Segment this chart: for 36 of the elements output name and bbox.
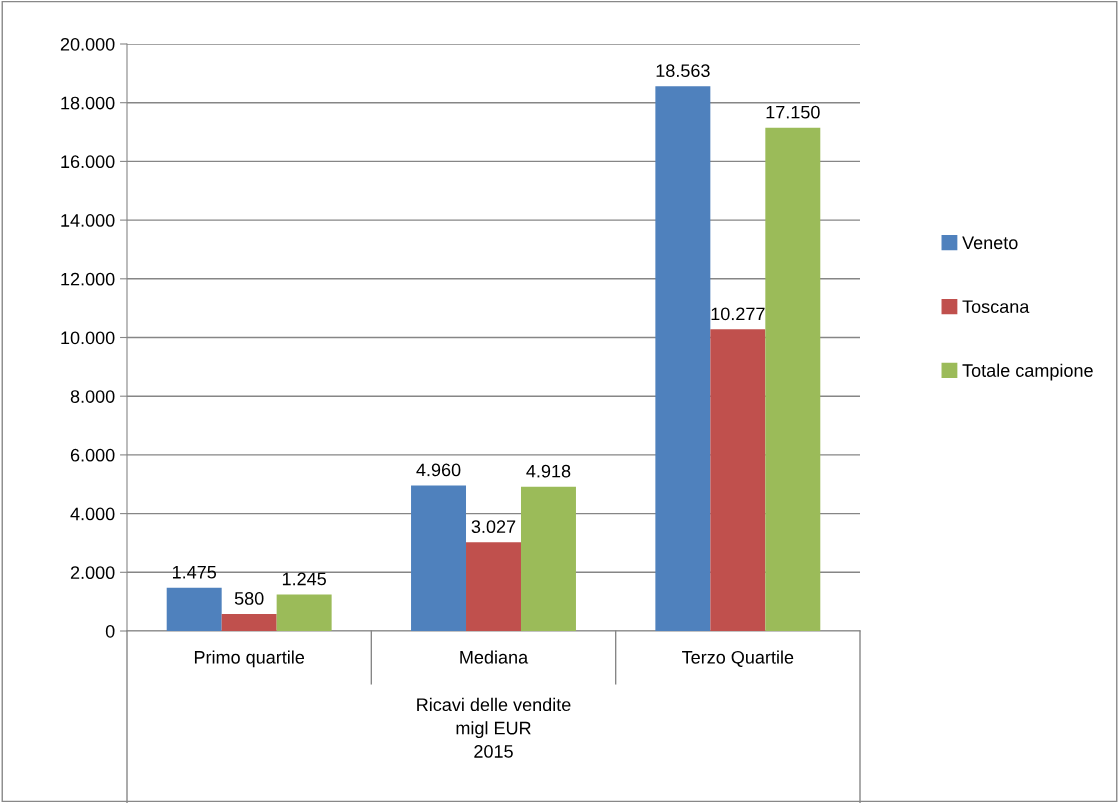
data-label: 4.918	[526, 464, 571, 478]
y-tick-label: 12.000	[61, 272, 115, 286]
y-tick-label: 14.000	[61, 214, 115, 227]
y-tick-label: 4.000	[70, 507, 115, 521]
x-tick-label: Primo quartile	[194, 650, 305, 668]
y-tick-label: 20.000	[60, 37, 115, 51]
bar	[166, 587, 222, 631]
y-tick-label: 10.000	[61, 331, 115, 345]
legend-label: Veneto	[962, 236, 1018, 250]
bar	[655, 86, 711, 631]
y-tick-label: 6.000	[70, 448, 115, 462]
bar	[411, 485, 467, 631]
legend-label: Toscana	[962, 300, 1030, 314]
data-label: 1.475	[172, 565, 217, 579]
legend-label: Totale campione	[962, 363, 1093, 381]
x-tick-label: Terzo Quartile	[682, 650, 794, 667]
data-label: 1.245	[282, 572, 326, 586]
bar	[520, 486, 576, 631]
bar	[710, 329, 766, 631]
y-tick-label: 18.000	[61, 96, 115, 110]
bar	[765, 127, 821, 631]
data-label: 580	[234, 592, 264, 605]
bar	[221, 613, 277, 631]
data-label: 10.277	[711, 307, 765, 321]
data-label: 17.150	[766, 105, 820, 119]
y-tick-label: 2.000	[70, 566, 115, 580]
y-tick-label: 16.000	[61, 155, 115, 169]
y-tick-label: 0	[105, 624, 115, 638]
data-label: 4.960	[416, 463, 461, 477]
data-label: 18.563	[656, 64, 710, 78]
bar	[466, 542, 521, 631]
x-tick-label: Mediana	[460, 650, 529, 664]
data-label: 3.027	[471, 520, 516, 534]
x-axis-title: Ricavi delle vendite migl EUR 2015	[417, 697, 571, 758]
y-tick-label: 8.000	[70, 390, 115, 403]
bar	[276, 594, 332, 631]
